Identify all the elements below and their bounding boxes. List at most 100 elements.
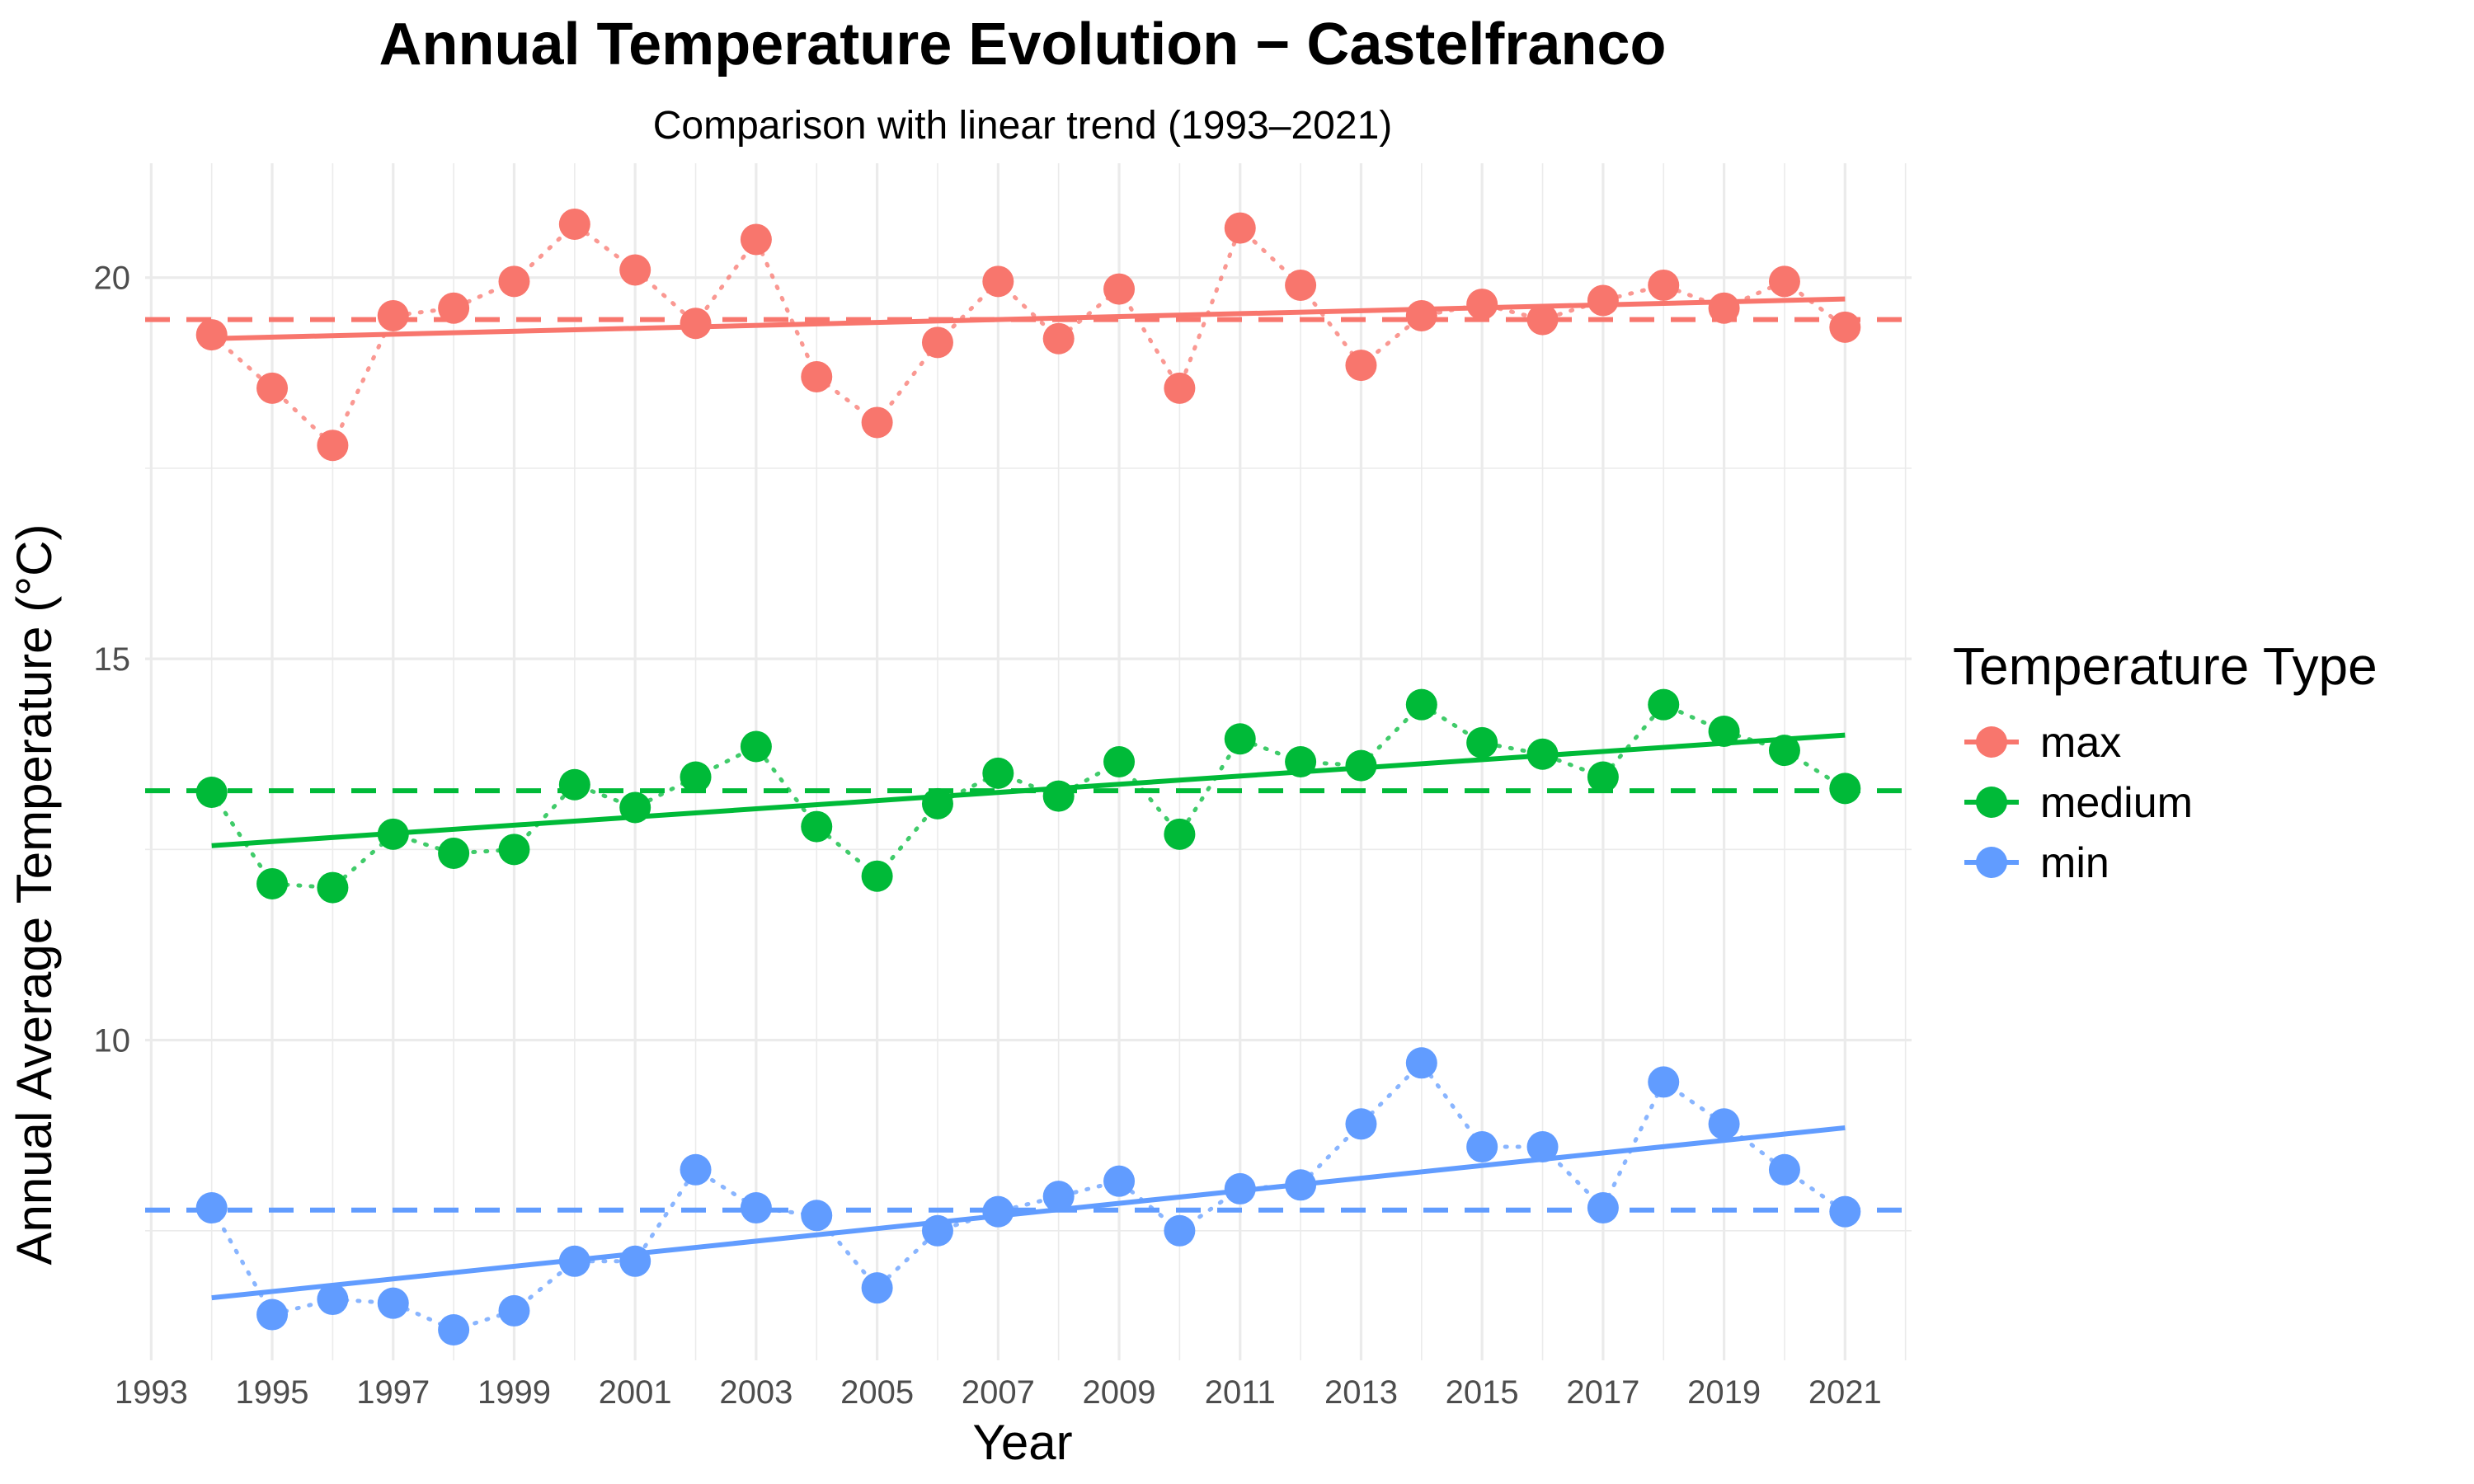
point-max-2003: [740, 223, 772, 256]
point-max-2004: [801, 360, 833, 392]
point-medium-2005: [861, 860, 893, 892]
point-max-2000: [558, 208, 590, 240]
point-medium-2003: [740, 730, 772, 763]
trend-lines: [211, 296, 1846, 1301]
legend: Temperature Type max medium min: [1953, 636, 2378, 887]
point-max-2002: [680, 308, 712, 340]
point-medium-2015: [1466, 726, 1498, 758]
point-medium-1998: [438, 837, 470, 869]
point-min-1997: [377, 1287, 409, 1319]
point-medium-2016: [1526, 738, 1559, 770]
point-max-2020: [1768, 265, 1800, 298]
point-max-2019: [1708, 292, 1740, 324]
point-min-1999: [498, 1294, 530, 1327]
x-tick-label: 1995: [236, 1374, 309, 1411]
connector-medium: [209, 702, 1847, 890]
tick-labels: 1993 1995 1997 1999 2001 2003 2005 2007 2009 2011…: [94, 261, 1882, 1411]
connector-min: [209, 1059, 1847, 1332]
point-medium-2019: [1708, 716, 1740, 748]
y-tick-label: 15: [94, 641, 131, 678]
point-max-2011: [1224, 212, 1256, 244]
point-min-1995: [256, 1298, 289, 1331]
x-tick-label: 2011: [1205, 1374, 1276, 1411]
point-medium-2002: [680, 761, 712, 793]
point-max-2007: [982, 265, 1014, 298]
x-tick-label: 1997: [356, 1374, 430, 1411]
point-medium-2000: [558, 768, 590, 801]
point-min-2019: [1708, 1108, 1740, 1140]
point-medium-2021: [1829, 773, 1861, 805]
x-tick-label: 2009: [1083, 1374, 1156, 1411]
point-min-2021: [1829, 1195, 1861, 1228]
x-tick-label: 2007: [962, 1374, 1035, 1411]
x-tick-label: 2021: [1808, 1374, 1882, 1411]
point-medium-2011: [1224, 723, 1256, 755]
point-max-2006: [921, 326, 953, 359]
point-medium-2006: [921, 787, 953, 819]
point-max-2018: [1648, 269, 1680, 301]
trend-line-medium: [211, 732, 1846, 848]
point-max-2014: [1405, 299, 1437, 331]
point-min-2007: [982, 1195, 1014, 1228]
y-axis-title: Annual Average Temperature (°C): [7, 524, 62, 1266]
point-max-1995: [256, 372, 289, 404]
point-max-1996: [317, 430, 349, 462]
point-min-2012: [1285, 1169, 1317, 1201]
point-medium-2013: [1345, 749, 1377, 782]
x-tick-label: 2017: [1566, 1374, 1639, 1411]
point-min-2002: [680, 1153, 712, 1186]
point-min-1996: [317, 1284, 349, 1316]
point-min-2015: [1466, 1131, 1498, 1163]
point-medium-1997: [377, 818, 409, 850]
point-medium-1999: [498, 834, 530, 866]
point-medium-1996: [317, 871, 349, 904]
x-tick-label: 2015: [1446, 1374, 1519, 1411]
y-tick-label: 10: [94, 1023, 131, 1059]
point-min-2008: [1042, 1181, 1075, 1213]
y-tick-label: 20: [94, 261, 131, 297]
point-min-2014: [1405, 1047, 1437, 1079]
point-max-1999: [498, 265, 530, 298]
trend-line-min: [211, 1125, 1846, 1301]
x-tick-label: 2013: [1324, 1374, 1398, 1411]
point-medium-1994: [195, 776, 228, 808]
point-min-2018: [1648, 1066, 1680, 1098]
chart-title: Annual Temperature Evolution − Castelfra…: [379, 12, 1667, 77]
legend-label-min: min: [2040, 839, 2109, 887]
chart-subtitle: Comparison with linear trend (1993–2021): [653, 104, 1393, 148]
point-medium-2017: [1587, 761, 1619, 793]
x-tick-label: 2005: [840, 1374, 914, 1411]
point-min-2013: [1345, 1108, 1377, 1140]
legend-key-point-min: [1976, 847, 2007, 878]
x-tick-label: 1993: [115, 1374, 188, 1411]
point-max-2008: [1042, 322, 1075, 355]
point-max-2015: [1466, 289, 1498, 321]
point-min-2000: [558, 1245, 590, 1277]
point-max-2009: [1103, 273, 1136, 305]
x-tick-label: 1999: [477, 1374, 551, 1411]
point-max-2001: [619, 254, 651, 286]
x-tick-label: 2001: [599, 1374, 672, 1411]
connector-lines: [209, 221, 1847, 1332]
point-max-2013: [1345, 350, 1377, 382]
point-min-1994: [195, 1192, 228, 1224]
legend-key-point-medium: [1976, 787, 2007, 818]
legend-title: Temperature Type: [1953, 636, 2378, 696]
point-max-1998: [438, 292, 470, 324]
x-axis-title: Year: [972, 1415, 1072, 1470]
point-min-1998: [438, 1314, 470, 1346]
point-max-2016: [1526, 303, 1559, 336]
point-max-2010: [1164, 372, 1196, 404]
point-medium-2004: [801, 810, 833, 843]
grid-layer: [145, 163, 1912, 1360]
legend-label-medium: medium: [2040, 779, 2193, 827]
point-max-1994: [195, 319, 228, 351]
point-medium-2014: [1405, 688, 1437, 721]
point-min-2004: [801, 1200, 833, 1232]
data-points: [195, 208, 1861, 1346]
point-medium-2010: [1164, 818, 1196, 850]
point-medium-2018: [1648, 688, 1680, 721]
point-min-2006: [921, 1214, 953, 1247]
